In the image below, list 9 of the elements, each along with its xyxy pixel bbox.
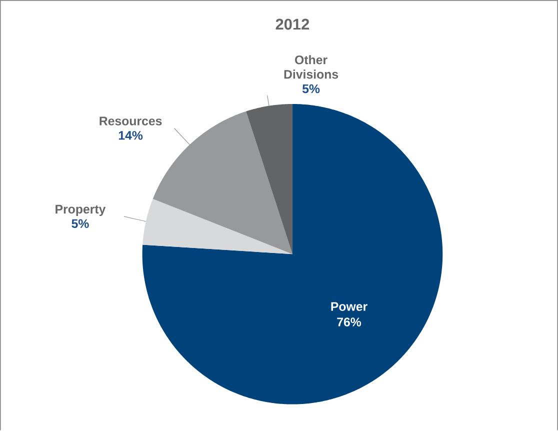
slice-label: Property bbox=[56, 205, 106, 216]
data-label: 76% bbox=[337, 318, 362, 327]
slice-label: Resources bbox=[100, 116, 162, 126]
data-label: 14% bbox=[118, 131, 143, 140]
data-label: 5% bbox=[72, 219, 89, 228]
data-label: 5% bbox=[302, 84, 320, 94]
chart-title: 2012 bbox=[276, 18, 310, 30]
slice-label: Other Divisions bbox=[284, 55, 338, 79]
slice-label: Power bbox=[331, 302, 368, 312]
